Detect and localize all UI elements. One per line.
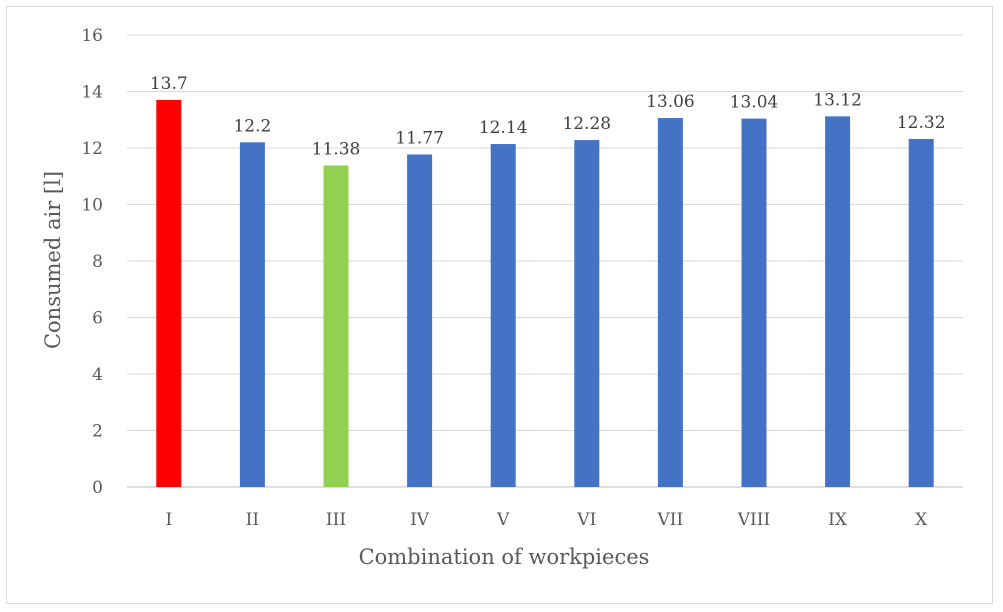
data-label: 13.12 (813, 90, 862, 110)
x-tick-label: IX (828, 510, 848, 530)
bar-iv (407, 154, 433, 487)
x-tick-label: VII (657, 510, 684, 530)
y-tick-label: 12 (81, 139, 103, 159)
data-label: 13.06 (646, 92, 695, 112)
y-tick-label: 6 (92, 309, 103, 329)
gridlines (127, 34, 963, 488)
bar-vii (657, 118, 683, 488)
y-tick-label: 10 (81, 196, 103, 216)
bar-x (908, 138, 934, 487)
data-label: 12.32 (897, 113, 946, 133)
x-axis-title: Combination of workpieces (359, 545, 650, 569)
x-tick-label: VI (576, 510, 596, 530)
y-tick-label: 14 (81, 83, 103, 103)
y-tick-label: 4 (92, 365, 103, 385)
y-axis-title: Consumed air [l] (41, 171, 65, 349)
y-tick-labels: 0 2 4 6 8 10 12 14 16 (81, 26, 103, 498)
data-labels: 13.7 12.2 11.38 11.77 12.14 12.28 13.06 13.04 13… (150, 74, 946, 160)
data-label: 12.14 (479, 118, 528, 138)
bar-ix (825, 116, 851, 488)
x-tick-label: X (915, 510, 928, 530)
bar-ii (239, 142, 265, 487)
y-tick-label: 0 (92, 478, 103, 498)
bars (156, 99, 934, 488)
y-tick-label: 2 (92, 422, 103, 442)
y-tick-label: 16 (81, 26, 103, 46)
data-label: 13.7 (150, 74, 188, 94)
x-tick-label: III (326, 510, 346, 530)
bar-v (490, 144, 516, 488)
x-tick-label: V (496, 510, 510, 530)
data-label: 11.38 (312, 140, 361, 160)
bar-i (156, 99, 182, 487)
x-tick-label: IV (410, 510, 430, 530)
x-tick-label: VIII (737, 510, 770, 530)
data-label: 12.28 (562, 114, 611, 134)
x-tick-label: II (246, 510, 259, 530)
y-tick-label: 8 (92, 252, 103, 272)
x-tick-label: I (165, 510, 172, 530)
bar-iii (323, 165, 349, 487)
data-label: 13.04 (730, 93, 779, 113)
bar-viii (741, 118, 767, 488)
data-label: 12.2 (233, 116, 271, 136)
data-label: 11.77 (395, 128, 444, 148)
bar-vi (574, 140, 600, 487)
x-tick-labels: I II III IV V VI VII VIII IX X (165, 510, 928, 530)
